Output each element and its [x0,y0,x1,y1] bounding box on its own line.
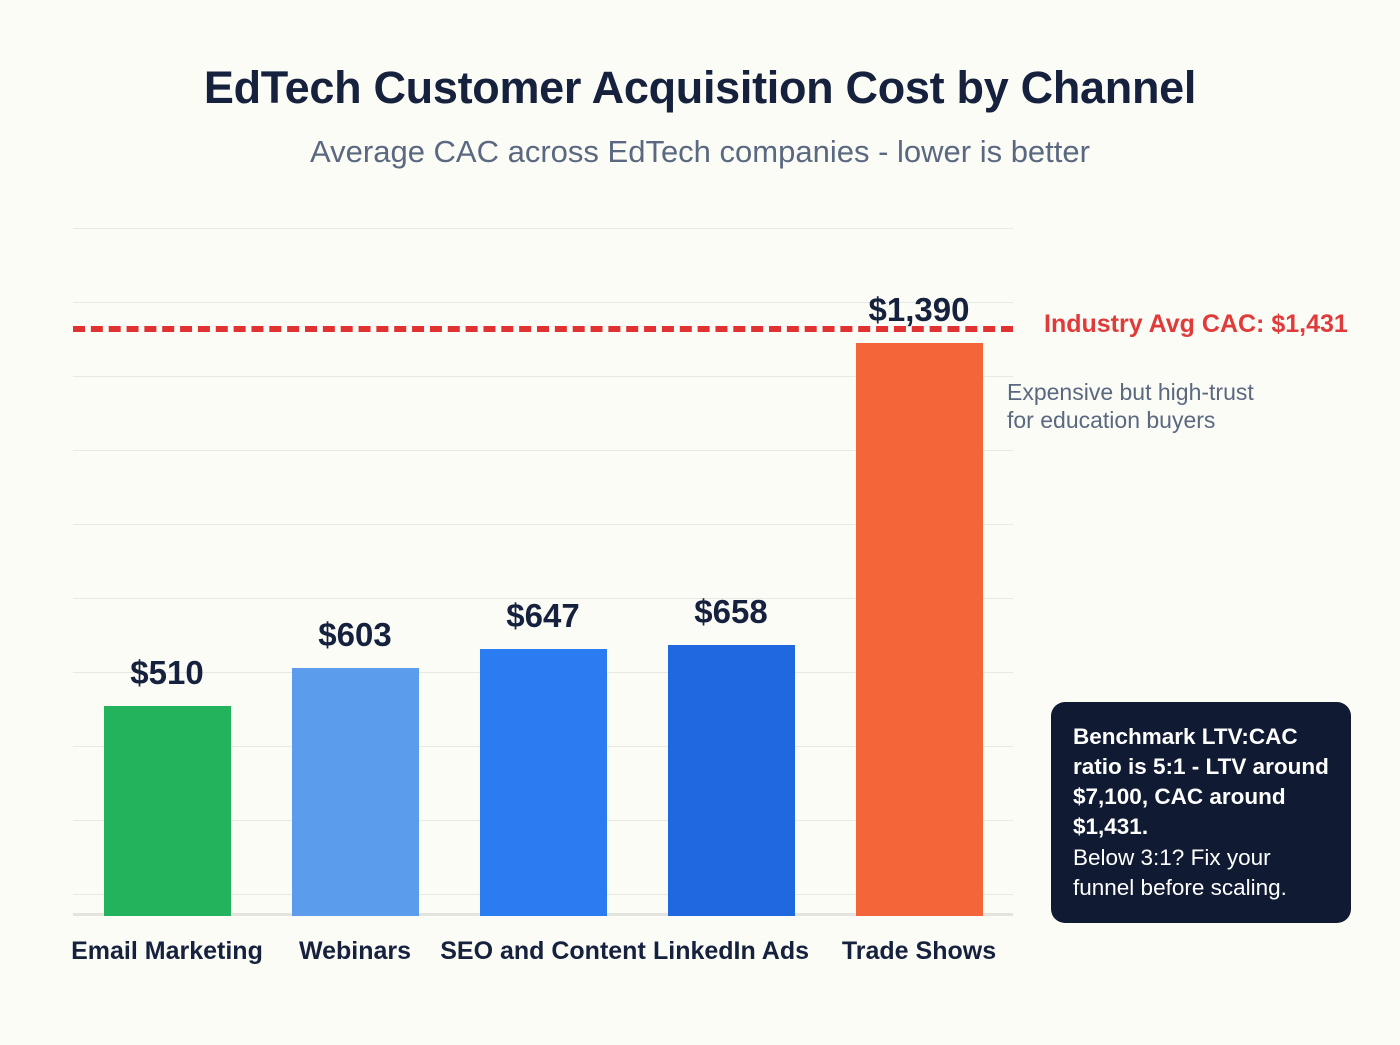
trade-shows-annotation: Expensive but high-trust for education b… [1007,379,1254,434]
bar-webinars[interactable] [291,667,419,916]
industry-average-line [73,326,1013,333]
bar-trade-shows[interactable] [855,343,983,916]
gridline [73,375,1013,377]
bar-seo-and-content[interactable] [479,649,607,916]
gridline [73,523,1013,525]
category-label: Trade Shows [841,937,997,965]
gridline [73,597,1013,599]
gridline [73,228,1013,229]
bar-linkedin-ads[interactable] [667,644,795,916]
chart-title: EdTech Customer Acquisition Cost by Chan… [203,62,1197,113]
category-label: Email Marketing [71,937,263,965]
bar-value-label: $658 [694,592,768,630]
benchmark-note-normal: Below 3:1? Fix your funnel before scalin… [1073,844,1287,900]
gridline [73,301,1013,303]
benchmark-note-bold: Benchmark LTV:CAC ratio is 5:1 - LTV aro… [1073,724,1329,840]
chart-subtitle: Average CAC across EdTech companies - lo… [310,134,1090,169]
benchmark-note-box: Benchmark LTV:CAC ratio is 5:1 - LTV aro… [1051,702,1351,923]
category-label: Webinars [298,937,412,965]
bar-value-label: $510 [130,653,204,691]
bar-email-marketing[interactable] [103,705,231,916]
category-label: LinkedIn Ads [652,937,810,965]
bar-value-label: $647 [506,597,580,635]
bar-value-label: $603 [318,615,392,653]
bar-value-label: $1,390 [868,291,970,329]
industry-average-label: Industry Avg CAC: $1,431 [1044,310,1348,339]
gridline [73,449,1013,451]
category-label: SEO and Content [440,937,646,965]
